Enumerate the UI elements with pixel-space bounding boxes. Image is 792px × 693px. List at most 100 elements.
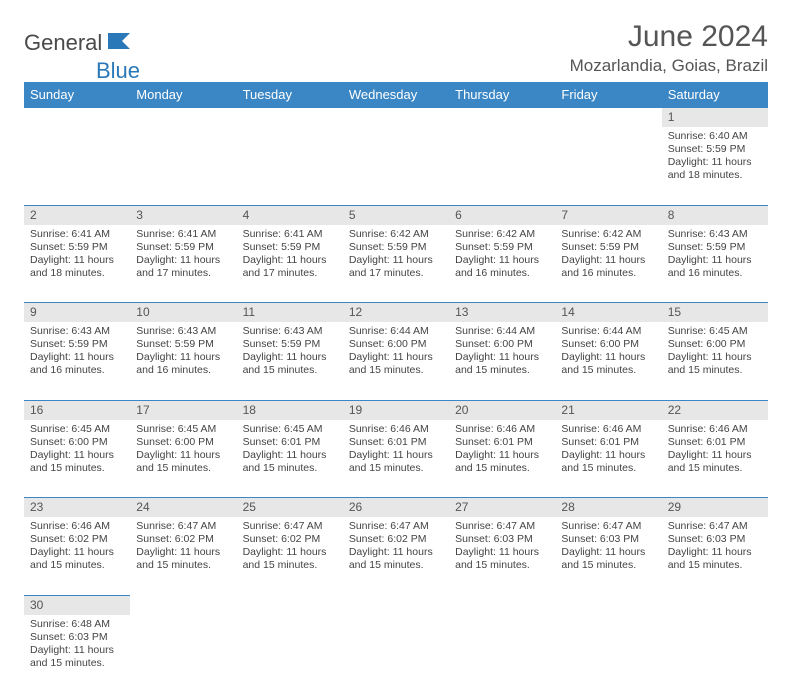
day-number-cell: 8	[662, 205, 768, 225]
daynum-row: 23242526272829	[24, 498, 768, 518]
sunset-text: Sunset: 6:00 PM	[136, 436, 230, 449]
daynum-row: 1	[24, 108, 768, 128]
day-details-cell: Sunrise: 6:43 AMSunset: 5:59 PMDaylight:…	[662, 225, 768, 303]
day-details-cell: Sunrise: 6:42 AMSunset: 5:59 PMDaylight:…	[449, 225, 555, 303]
day-details-cell: Sunrise: 6:45 AMSunset: 6:00 PMDaylight:…	[662, 322, 768, 400]
daylight-text-2: and 16 minutes.	[668, 267, 762, 280]
daylight-text-2: and 15 minutes.	[455, 364, 549, 377]
sunset-text: Sunset: 6:00 PM	[455, 338, 549, 351]
daylight-text-2: and 17 minutes.	[349, 267, 443, 280]
daylight-text-1: Daylight: 11 hours	[668, 351, 762, 364]
details-row: Sunrise: 6:46 AMSunset: 6:02 PMDaylight:…	[24, 517, 768, 595]
col-wednesday: Wednesday	[343, 82, 449, 108]
col-tuesday: Tuesday	[237, 82, 343, 108]
sunrise-text: Sunrise: 6:43 AM	[136, 325, 230, 338]
daylight-text-2: and 15 minutes.	[561, 559, 655, 572]
daylight-text-2: and 16 minutes.	[561, 267, 655, 280]
sunset-text: Sunset: 6:02 PM	[136, 533, 230, 546]
day-details-cell: Sunrise: 6:44 AMSunset: 6:00 PMDaylight:…	[449, 322, 555, 400]
day-number-cell: 14	[555, 303, 661, 323]
col-sunday: Sunday	[24, 82, 130, 108]
daylight-text-2: and 15 minutes.	[30, 657, 124, 670]
sunset-text: Sunset: 6:02 PM	[349, 533, 443, 546]
day-number-cell	[237, 108, 343, 128]
sunset-text: Sunset: 6:03 PM	[30, 631, 124, 644]
daylight-text-1: Daylight: 11 hours	[668, 254, 762, 267]
sunrise-text: Sunrise: 6:45 AM	[30, 423, 124, 436]
sunrise-text: Sunrise: 6:43 AM	[243, 325, 337, 338]
day-details-cell: Sunrise: 6:45 AMSunset: 6:01 PMDaylight:…	[237, 420, 343, 498]
details-row: Sunrise: 6:41 AMSunset: 5:59 PMDaylight:…	[24, 225, 768, 303]
sunrise-text: Sunrise: 6:46 AM	[30, 520, 124, 533]
sunrise-text: Sunrise: 6:40 AM	[668, 130, 762, 143]
day-details-cell	[662, 615, 768, 693]
sunrise-text: Sunrise: 6:45 AM	[668, 325, 762, 338]
day-details-cell: Sunrise: 6:46 AMSunset: 6:01 PMDaylight:…	[449, 420, 555, 498]
day-details-cell: Sunrise: 6:44 AMSunset: 6:00 PMDaylight:…	[555, 322, 661, 400]
day-details-cell: Sunrise: 6:42 AMSunset: 5:59 PMDaylight:…	[343, 225, 449, 303]
day-details-cell: Sunrise: 6:40 AMSunset: 5:59 PMDaylight:…	[662, 127, 768, 205]
daylight-text-1: Daylight: 11 hours	[455, 546, 549, 559]
sunrise-text: Sunrise: 6:44 AM	[349, 325, 443, 338]
sunrise-text: Sunrise: 6:46 AM	[668, 423, 762, 436]
day-number-cell	[130, 108, 236, 128]
daylight-text-1: Daylight: 11 hours	[349, 546, 443, 559]
sunset-text: Sunset: 5:59 PM	[455, 241, 549, 254]
sunset-text: Sunset: 6:02 PM	[30, 533, 124, 546]
day-details-cell: Sunrise: 6:47 AMSunset: 6:03 PMDaylight:…	[555, 517, 661, 595]
sunset-text: Sunset: 5:59 PM	[349, 241, 443, 254]
day-details-cell: Sunrise: 6:45 AMSunset: 6:00 PMDaylight:…	[130, 420, 236, 498]
day-details-cell: Sunrise: 6:41 AMSunset: 5:59 PMDaylight:…	[130, 225, 236, 303]
daylight-text-2: and 17 minutes.	[136, 267, 230, 280]
details-row: Sunrise: 6:43 AMSunset: 5:59 PMDaylight:…	[24, 322, 768, 400]
day-details-cell: Sunrise: 6:48 AMSunset: 6:03 PMDaylight:…	[24, 615, 130, 693]
daylight-text-1: Daylight: 11 hours	[668, 546, 762, 559]
daylight-text-1: Daylight: 11 hours	[561, 546, 655, 559]
calendar-table: Sunday Monday Tuesday Wednesday Thursday…	[24, 82, 768, 693]
day-number-cell: 17	[130, 400, 236, 420]
details-row: Sunrise: 6:45 AMSunset: 6:00 PMDaylight:…	[24, 420, 768, 498]
daylight-text-1: Daylight: 11 hours	[668, 449, 762, 462]
day-details-cell	[555, 127, 661, 205]
sunset-text: Sunset: 5:59 PM	[668, 241, 762, 254]
day-details-cell: Sunrise: 6:43 AMSunset: 5:59 PMDaylight:…	[237, 322, 343, 400]
sunset-text: Sunset: 5:59 PM	[136, 241, 230, 254]
sunrise-text: Sunrise: 6:44 AM	[561, 325, 655, 338]
daylight-text-2: and 15 minutes.	[30, 462, 124, 475]
day-number-cell: 27	[449, 498, 555, 518]
daylight-text-2: and 15 minutes.	[668, 559, 762, 572]
daylight-text-2: and 16 minutes.	[30, 364, 124, 377]
sunrise-text: Sunrise: 6:45 AM	[243, 423, 337, 436]
col-saturday: Saturday	[662, 82, 768, 108]
sunset-text: Sunset: 5:59 PM	[30, 241, 124, 254]
day-number-cell: 2	[24, 205, 130, 225]
daylight-text-1: Daylight: 11 hours	[455, 351, 549, 364]
sunset-text: Sunset: 6:02 PM	[243, 533, 337, 546]
day-details-cell: Sunrise: 6:46 AMSunset: 6:01 PMDaylight:…	[662, 420, 768, 498]
sunrise-text: Sunrise: 6:41 AM	[30, 228, 124, 241]
sunset-text: Sunset: 5:59 PM	[243, 338, 337, 351]
sunset-text: Sunset: 6:00 PM	[30, 436, 124, 449]
daylight-text-2: and 15 minutes.	[243, 364, 337, 377]
sunrise-text: Sunrise: 6:41 AM	[243, 228, 337, 241]
sunrise-text: Sunrise: 6:47 AM	[668, 520, 762, 533]
sunset-text: Sunset: 5:59 PM	[30, 338, 124, 351]
daylight-text-2: and 15 minutes.	[243, 462, 337, 475]
sunrise-text: Sunrise: 6:47 AM	[455, 520, 549, 533]
sunset-text: Sunset: 6:01 PM	[455, 436, 549, 449]
title-block: June 2024 Mozarlandia, Goias, Brazil	[570, 20, 768, 76]
sunset-text: Sunset: 6:00 PM	[561, 338, 655, 351]
sunset-text: Sunset: 6:01 PM	[561, 436, 655, 449]
day-number-cell	[24, 108, 130, 128]
sunrise-text: Sunrise: 6:45 AM	[136, 423, 230, 436]
day-details-cell: Sunrise: 6:44 AMSunset: 6:00 PMDaylight:…	[343, 322, 449, 400]
sunset-text: Sunset: 6:01 PM	[243, 436, 337, 449]
day-number-cell: 7	[555, 205, 661, 225]
day-number-cell: 9	[24, 303, 130, 323]
daylight-text-1: Daylight: 11 hours	[30, 351, 124, 364]
day-details-cell	[343, 615, 449, 693]
sunset-text: Sunset: 6:00 PM	[349, 338, 443, 351]
sunrise-text: Sunrise: 6:44 AM	[455, 325, 549, 338]
day-details-cell	[130, 127, 236, 205]
day-number-cell: 1	[662, 108, 768, 128]
